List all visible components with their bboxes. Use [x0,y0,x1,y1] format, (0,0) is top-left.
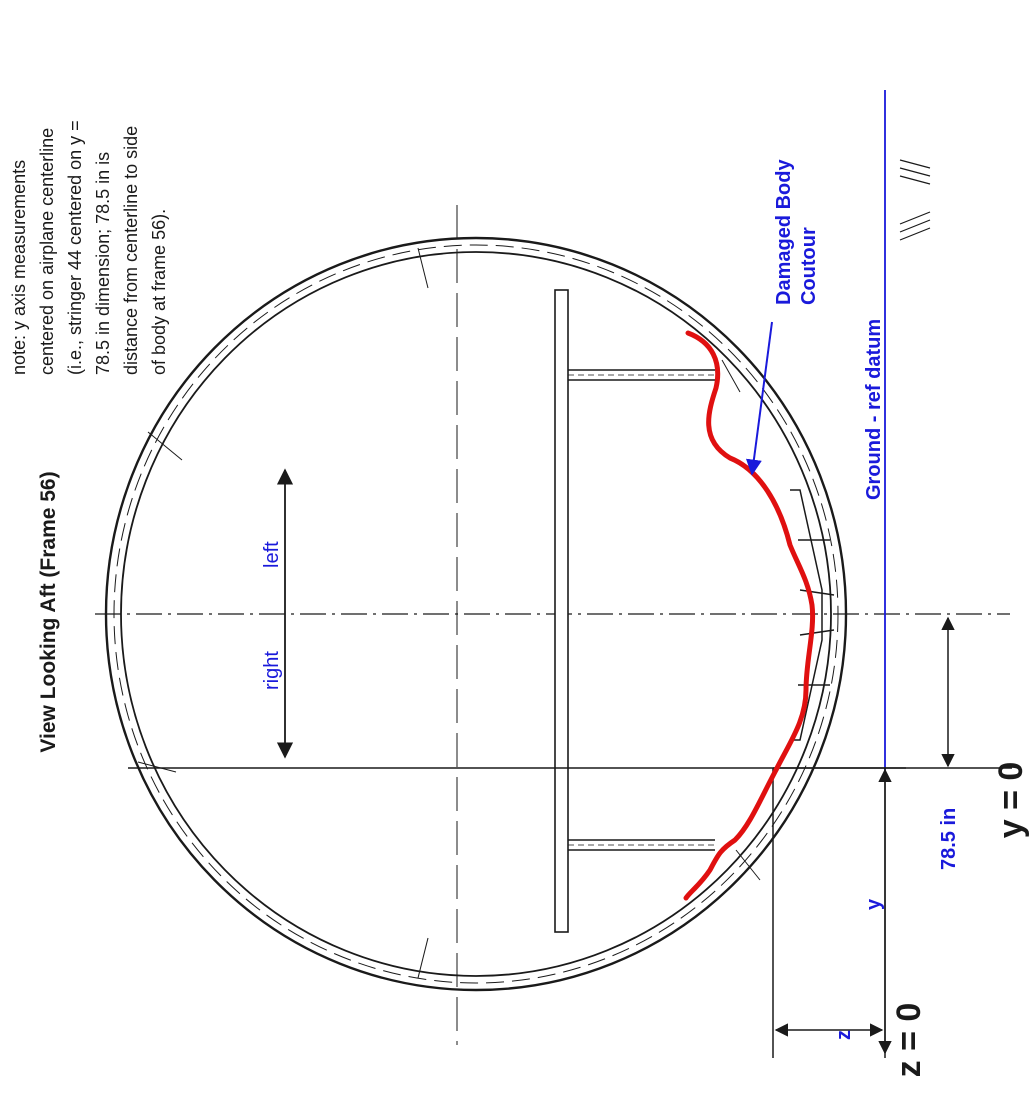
ground-datum-label: Ground - ref datum [863,319,885,500]
centerlines [95,205,1010,1045]
keel-beam [790,489,823,741]
dim-785-label: 78.5 in [938,808,960,870]
right-label: right [261,651,283,690]
diagram-title: View Looking Aft (Frame 56) [37,471,60,752]
floor-structure [554,289,715,933]
note-line-3: (i.e., stringer 44 centered on y = [65,120,85,375]
dim-z-label: z [833,1030,855,1040]
damaged-label-line1: Damaged Body [773,159,795,305]
z-zero-label: z = 0 [890,1003,928,1078]
left-label: left [261,541,283,568]
blue-labels: right left Damaged Body Coutour Ground -… [261,159,960,1040]
keel-rib-3 [799,629,835,636]
damaged-label-line2: Coutour [798,227,820,305]
keel-rib-2 [799,589,835,596]
measurement-note: note: y axis measurements centered on ai… [9,120,169,375]
axis-zero-labels: y = 0 z = 0 [890,762,1030,1078]
note-line-6: of body at frame 56). [149,209,169,375]
keel-structure [790,489,835,741]
note-line-5: distance from centerline to side [121,126,141,375]
dimension-lines [128,616,1012,1058]
damaged-body-contour [683,330,816,901]
damaged-leader-arrow [745,321,773,476]
ground-symbol [899,159,931,241]
dim-y-label: y [863,898,885,910]
y-zero-label: y = 0 [992,762,1030,839]
note-line-2: centered on airplane centerline [37,128,57,375]
note-line-1: note: y axis measurements [9,160,29,375]
note-line-4: 78.5 in dimension; 78.5 in is [93,152,113,375]
floor-beam [554,289,569,933]
frame-ticks [137,247,761,979]
